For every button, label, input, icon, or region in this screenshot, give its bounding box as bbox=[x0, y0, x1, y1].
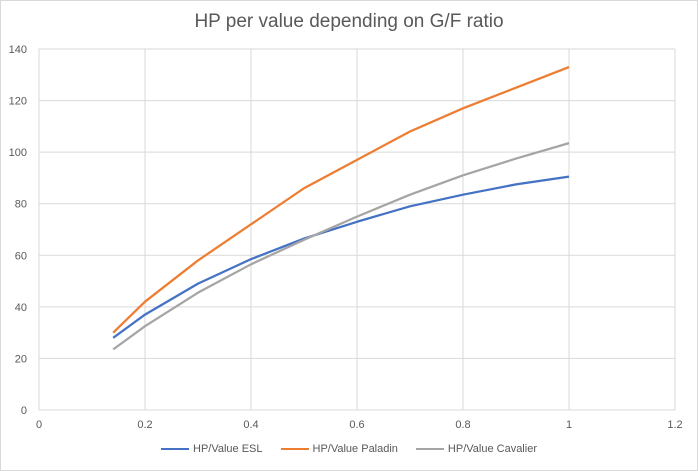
legend-item: HP/Value Paladin bbox=[280, 443, 398, 455]
x-tick-label: 0.6 bbox=[349, 419, 364, 431]
x-tick-label: 0.2 bbox=[137, 419, 152, 431]
legend-label: HP/Value Cavalier bbox=[447, 443, 537, 455]
y-tick-label: 80 bbox=[15, 199, 27, 211]
x-tick-label: 1 bbox=[566, 419, 572, 431]
chart-legend: HP/Value ESL HP/Value Paladin HP/Value Cav… bbox=[1, 443, 697, 455]
y-tick-label: 60 bbox=[15, 250, 27, 262]
series-line-1 bbox=[112, 66, 570, 334]
x-tick-label: 1.2 bbox=[667, 419, 682, 431]
x-tick-label: 0.4 bbox=[243, 419, 258, 431]
y-tick-label: 140 bbox=[9, 44, 27, 56]
legend-item: HP/Value ESL bbox=[161, 443, 263, 455]
legend-swatch bbox=[280, 448, 309, 450]
y-tick-label: 0 bbox=[21, 405, 27, 417]
y-tick-label: 100 bbox=[9, 147, 27, 159]
legend-label: HP/Value ESL bbox=[193, 443, 263, 455]
legend-label: HP/Value Paladin bbox=[312, 443, 398, 455]
y-tick-label: 120 bbox=[9, 96, 27, 108]
y-tick-label: 40 bbox=[15, 302, 27, 314]
legend-swatch bbox=[161, 448, 189, 450]
legend-item: HP/Value Cavalier bbox=[415, 443, 537, 455]
series-line-2 bbox=[112, 142, 570, 351]
legend-swatch bbox=[415, 448, 444, 450]
x-tick-label: 0.8 bbox=[455, 419, 470, 431]
y-tick-label: 20 bbox=[15, 353, 27, 365]
series-line-0 bbox=[112, 175, 570, 339]
x-tick-label: 0 bbox=[36, 419, 42, 431]
chart-title: HP per value depending on G/F ratio bbox=[194, 11, 504, 32]
